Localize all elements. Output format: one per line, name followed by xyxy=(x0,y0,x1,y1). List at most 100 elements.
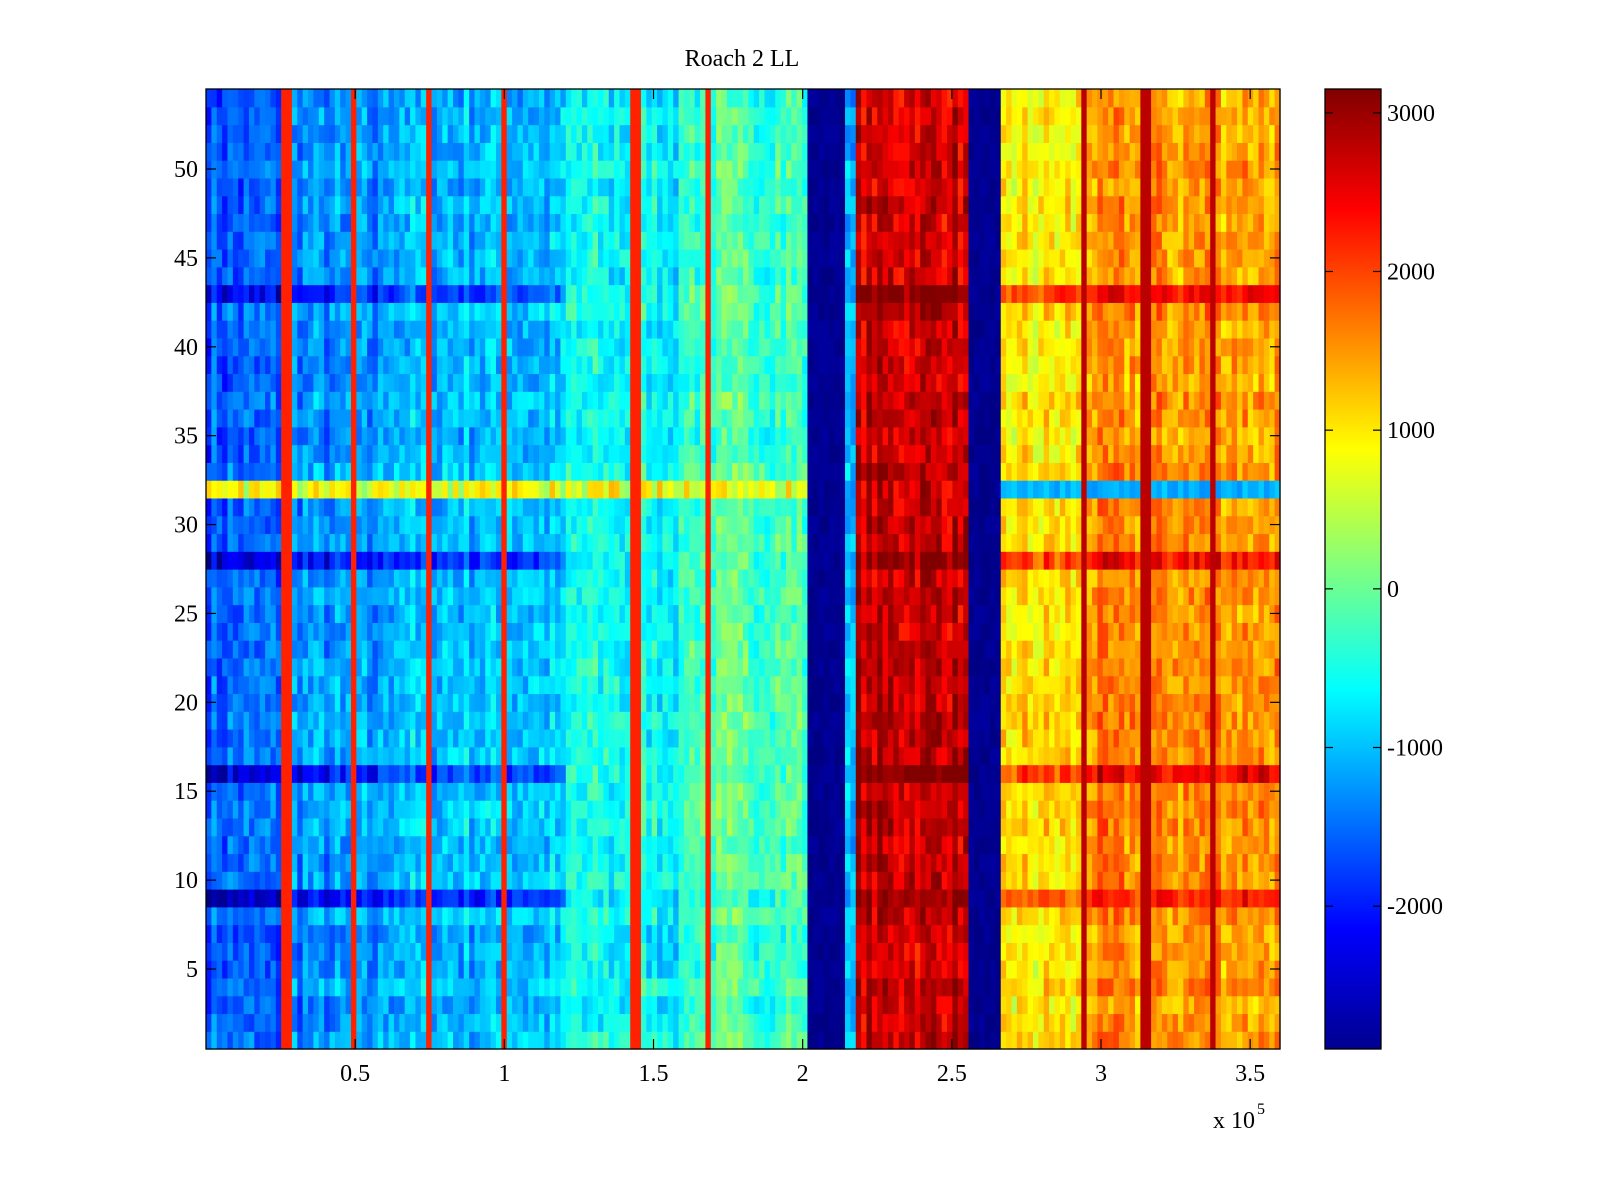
heatmap-cell xyxy=(372,604,379,623)
heatmap-cell xyxy=(882,711,889,730)
heatmap-cell xyxy=(914,640,921,659)
heatmap-cell xyxy=(555,942,562,961)
heatmap-cell xyxy=(587,604,594,623)
heatmap-cell xyxy=(313,693,320,712)
heatmap-cell xyxy=(1145,1013,1152,1032)
heatmap-cell xyxy=(415,604,422,623)
heatmap-cell xyxy=(608,871,615,890)
heatmap-cell xyxy=(286,675,293,695)
heatmap-cell xyxy=(624,1031,631,1050)
heatmap-cell xyxy=(1231,657,1238,677)
heatmap-cell xyxy=(630,657,637,677)
heatmap-cell xyxy=(791,800,798,819)
heatmap-cell xyxy=(232,675,239,695)
heatmap-cell xyxy=(1000,1013,1007,1032)
heatmap-cell xyxy=(1263,977,1270,997)
heatmap-cell xyxy=(442,657,449,677)
heatmap-cell xyxy=(340,693,347,712)
heatmap-cell xyxy=(442,693,449,712)
heatmap-cell xyxy=(356,622,363,641)
heatmap-cell xyxy=(275,889,282,908)
heatmap-cell xyxy=(1075,817,1082,837)
heatmap-cell xyxy=(1188,764,1195,783)
heatmap-cell xyxy=(565,1013,572,1032)
heatmap-cell xyxy=(506,871,513,890)
heatmap-cell xyxy=(1167,764,1174,783)
heatmap-cell xyxy=(662,871,669,890)
heatmap-cell xyxy=(775,622,782,641)
heatmap-cell xyxy=(807,729,814,748)
heatmap-cell xyxy=(1102,817,1109,837)
heatmap-cell xyxy=(979,640,986,659)
heatmap-cell xyxy=(1032,729,1039,748)
heatmap-cell xyxy=(297,853,304,872)
heatmap-cell xyxy=(608,1013,615,1032)
heatmap-cell xyxy=(1188,906,1195,926)
heatmap-cell xyxy=(383,764,390,783)
heatmap-cell xyxy=(855,604,862,623)
heatmap-cell xyxy=(388,693,395,712)
heatmap-cell xyxy=(947,906,954,926)
heatmap-cell xyxy=(1183,640,1190,659)
heatmap-cell xyxy=(700,835,707,855)
heatmap-cell xyxy=(635,942,642,961)
heatmap-cell xyxy=(759,906,766,926)
heatmap-cell xyxy=(367,977,374,997)
heatmap-cell xyxy=(442,675,449,695)
heatmap-cell xyxy=(990,1031,996,1050)
heatmap-cell xyxy=(914,800,921,819)
heatmap-cell xyxy=(522,711,529,730)
heatmap-cell xyxy=(1129,871,1136,890)
heatmap-cell xyxy=(474,906,481,926)
heatmap-cell xyxy=(1081,906,1088,926)
heatmap-cell xyxy=(1129,835,1136,855)
heatmap-cell xyxy=(334,693,341,712)
heatmap-cell xyxy=(1199,906,1206,926)
heatmap-cell xyxy=(759,1031,766,1050)
heatmap-cell xyxy=(313,889,320,908)
heatmap-cell xyxy=(345,675,352,695)
heatmap-cell xyxy=(673,835,680,855)
heatmap-cell xyxy=(1204,746,1211,766)
heatmap-cell xyxy=(1156,675,1163,695)
heatmap-cell xyxy=(1108,906,1115,926)
heatmap-cell xyxy=(254,764,261,783)
heatmap-cell xyxy=(442,711,449,730)
heatmap-cell xyxy=(812,871,819,890)
heatmap-cell xyxy=(1231,835,1238,855)
heatmap-cell xyxy=(1032,640,1039,659)
heatmap-cell xyxy=(1215,800,1222,819)
heatmap-cell xyxy=(286,711,293,730)
heatmap-cell xyxy=(705,853,712,872)
heatmap-cell xyxy=(624,711,631,730)
heatmap-cell xyxy=(1263,675,1270,695)
heatmap-cell xyxy=(286,960,293,979)
heatmap-cell xyxy=(350,622,357,641)
heatmap-cell xyxy=(1269,977,1276,997)
heatmap-cell xyxy=(598,995,604,1015)
heatmap-cell xyxy=(904,960,911,979)
heatmap-cell xyxy=(753,729,760,748)
heatmap-cell xyxy=(1156,995,1163,1015)
heatmap-cell xyxy=(571,622,578,641)
heatmap-cell xyxy=(683,604,690,623)
heatmap-cell xyxy=(861,871,868,890)
heatmap-cell xyxy=(909,871,916,890)
heatmap-cell xyxy=(308,835,314,855)
heatmap-cell xyxy=(544,1013,551,1032)
heatmap-cell xyxy=(206,906,212,926)
heatmap-cell xyxy=(1086,942,1093,961)
heatmap-cell xyxy=(528,711,535,730)
heatmap-cell xyxy=(925,835,932,855)
heatmap-cell xyxy=(694,835,701,855)
heatmap-cell xyxy=(764,1013,771,1032)
heatmap-cell xyxy=(748,1031,755,1050)
heatmap-cell xyxy=(662,711,669,730)
heatmap-cell xyxy=(1204,711,1211,730)
heatmap-cell xyxy=(823,764,830,783)
heatmap-cell xyxy=(984,924,991,943)
heatmap-cell xyxy=(259,835,266,855)
heatmap-cell xyxy=(726,764,733,783)
heatmap-cell xyxy=(286,889,293,908)
heatmap-cell xyxy=(259,657,266,677)
